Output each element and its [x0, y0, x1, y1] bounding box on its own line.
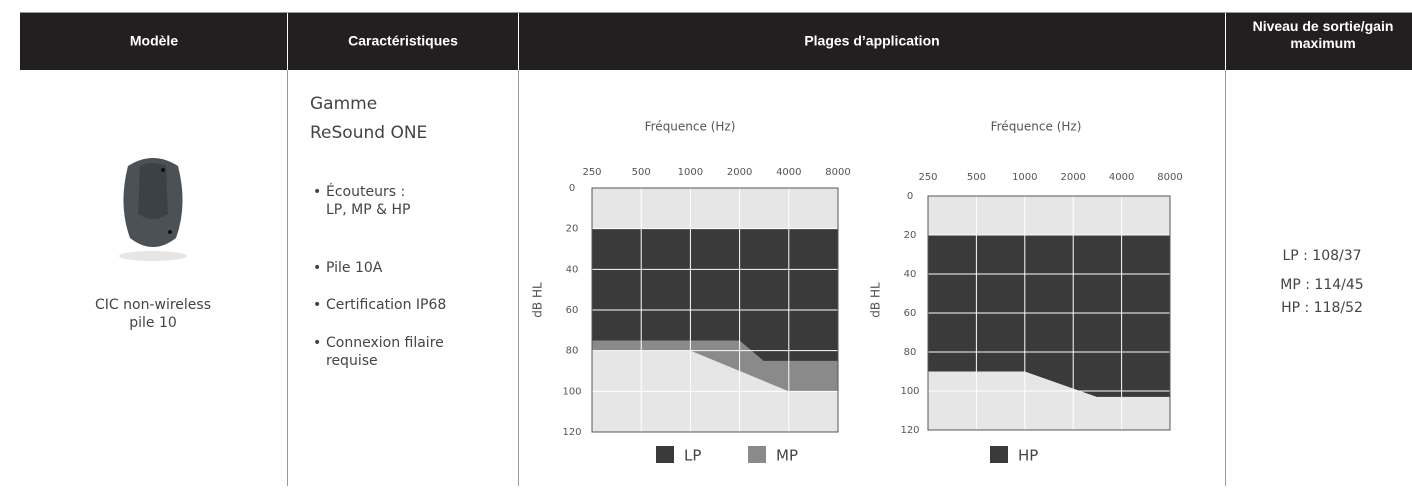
char-title: Gamme [310, 94, 377, 114]
bullet-dot: • [313, 260, 321, 276]
cell-borders [20, 12, 1412, 486]
header-cell-wrap: Niveau de sortie/gain maximum [1252, 18, 1394, 51]
y-tick-label: 80 [904, 347, 917, 358]
y-axis-label: dB HL [531, 282, 545, 318]
product-image [119, 158, 187, 261]
range-area [592, 228, 838, 361]
bullet-list: • Écouteurs : LP, MP & HP • Pile 10A • Certifi… [313, 183, 446, 369]
bullet-text: Certification IP68 [326, 297, 446, 313]
y-tick-label: 0 [569, 183, 575, 194]
y-axis-label: dB HL [869, 282, 883, 318]
output-level: MP : 114/45 [1280, 277, 1363, 293]
x-tick-label: 8000 [1157, 172, 1182, 183]
range-area [928, 235, 1170, 397]
x-tick-label: 8000 [825, 167, 850, 178]
legend-swatch [656, 446, 674, 463]
header-cell: Plages d’application [804, 33, 939, 49]
x-tick-label: 4000 [776, 167, 801, 178]
x-tick-label: 500 [967, 172, 986, 183]
legend-swatch [748, 446, 766, 463]
output-level: HP : 118/52 [1281, 300, 1363, 316]
bullet-dot: • [313, 297, 321, 313]
x-tick-label: 2000 [1060, 172, 1085, 183]
y-tick-label: 120 [900, 425, 919, 436]
x-tick-label: 1000 [678, 167, 703, 178]
legend-label: HP [1018, 447, 1038, 465]
x-tick-label: 500 [632, 167, 651, 178]
char-title: ReSound ONE [310, 123, 427, 143]
output-level: LP : 108/37 [1282, 248, 1361, 264]
chart-title: Fréquence (Hz) [991, 120, 1082, 134]
header-cell: Niveau de sortie/gain maximum [1252, 18, 1394, 51]
y-tick-label: 120 [562, 427, 581, 438]
x-tick-label: 4000 [1109, 172, 1134, 183]
bullet-text: Connexion filaire [326, 335, 444, 351]
header-cell: Caractéristiques [348, 33, 458, 49]
header-bar [20, 13, 1412, 70]
y-tick-label: 20 [566, 224, 579, 235]
x-tick-label: 250 [918, 172, 937, 183]
model-name: CIC non-wireless [95, 297, 211, 313]
legend-label: MP [776, 447, 798, 465]
y-tick-label: 20 [904, 230, 917, 241]
bullet-dot: • [313, 184, 321, 200]
x-tick-label: 1000 [1012, 172, 1037, 183]
legend-label: LP [684, 447, 701, 465]
plot-border [927, 195, 1171, 431]
bullet-text: Écouteurs : [326, 183, 405, 200]
y-tick-label: 40 [904, 269, 917, 280]
y-tick-label: 60 [566, 305, 579, 316]
y-tick-label: 40 [566, 264, 579, 275]
bullet-text: Pile 10A [326, 260, 383, 276]
legend-swatch [990, 446, 1008, 463]
model-name: pile 10 [129, 315, 177, 331]
y-tick-label: 0 [907, 191, 913, 202]
y-tick-label: 80 [566, 346, 579, 357]
x-tick-label: 2000 [727, 167, 752, 178]
x-tick-label: 250 [582, 167, 601, 178]
bullet-text: requise [326, 353, 378, 369]
bullet-dot: • [313, 335, 321, 351]
y-tick-label: 100 [900, 386, 919, 397]
plot-border [591, 187, 839, 433]
chart-title: Fréquence (Hz) [645, 120, 736, 134]
y-tick-label: 100 [562, 386, 581, 397]
y-tick-label: 60 [904, 308, 917, 319]
bullet-text: LP, MP & HP [326, 202, 410, 218]
header-dividers [287, 13, 1226, 70]
header-cell: Modèle [130, 33, 178, 49]
